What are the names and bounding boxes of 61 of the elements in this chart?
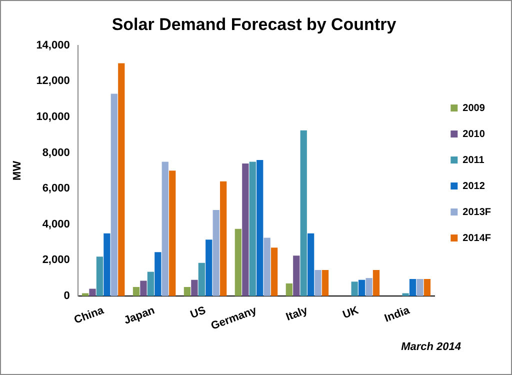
bar — [89, 288, 96, 296]
bar — [104, 233, 110, 296]
bar — [256, 160, 264, 296]
chart-title: Solar Demand Forecast by Country — [112, 14, 397, 34]
bar — [372, 270, 380, 296]
y-tick-label: 2,000 — [42, 254, 70, 266]
x-tick-label: UK — [341, 304, 360, 322]
bar — [154, 252, 162, 296]
bar — [162, 162, 168, 296]
bar — [191, 280, 198, 296]
bar — [132, 287, 140, 296]
bar — [184, 287, 191, 296]
bar — [118, 63, 125, 296]
text: March 2014 — [401, 341, 461, 353]
bar — [242, 164, 249, 296]
bar — [169, 170, 176, 296]
bar — [286, 283, 292, 296]
bar — [358, 280, 366, 296]
bar — [212, 210, 220, 296]
y-tick-label: 8,000 — [42, 146, 70, 159]
bar — [366, 278, 372, 296]
bar — [264, 238, 270, 296]
bar — [409, 278, 416, 296]
bar — [96, 256, 104, 296]
x-tick-label: Italy — [284, 304, 310, 324]
x-tick-label: Japan — [122, 304, 157, 327]
x-tick-label: India — [383, 304, 412, 325]
bar — [308, 233, 314, 296]
bar — [402, 293, 409, 296]
y-tick-label: 14,000 — [36, 39, 70, 52]
bar — [82, 293, 89, 296]
bar — [249, 162, 256, 296]
bar — [416, 278, 424, 296]
bar — [351, 282, 358, 296]
bar — [270, 248, 278, 296]
x-tick-label: US — [188, 304, 208, 322]
legend-label: 2013F — [462, 206, 492, 218]
bar — [198, 262, 205, 296]
legend-label: 2014F — [462, 232, 492, 244]
y-tick-label: 6,000 — [42, 182, 70, 195]
bar — [293, 256, 300, 296]
bar — [206, 240, 212, 296]
bar — [300, 130, 307, 296]
bar — [424, 278, 431, 296]
y-tick-label: 12,000 — [36, 75, 70, 88]
bar — [220, 181, 227, 296]
legend-label: 2012 — [462, 180, 486, 192]
y-tick-label: 4,000 — [42, 218, 70, 230]
bar — [314, 270, 322, 296]
legend-label: 2009 — [462, 102, 486, 114]
bar — [147, 272, 154, 296]
bar — [110, 94, 118, 296]
y-tick-label: 10,000 — [36, 111, 70, 124]
legend-label: 2011 — [462, 154, 485, 166]
y-axis-title: MW — [12, 160, 24, 180]
bar — [234, 228, 242, 296]
legend-label: 2010 — [462, 128, 486, 140]
x-tick-label: China — [72, 304, 106, 326]
y-tick-label: 0 — [64, 290, 70, 302]
bar — [322, 270, 329, 296]
bar — [140, 280, 147, 296]
